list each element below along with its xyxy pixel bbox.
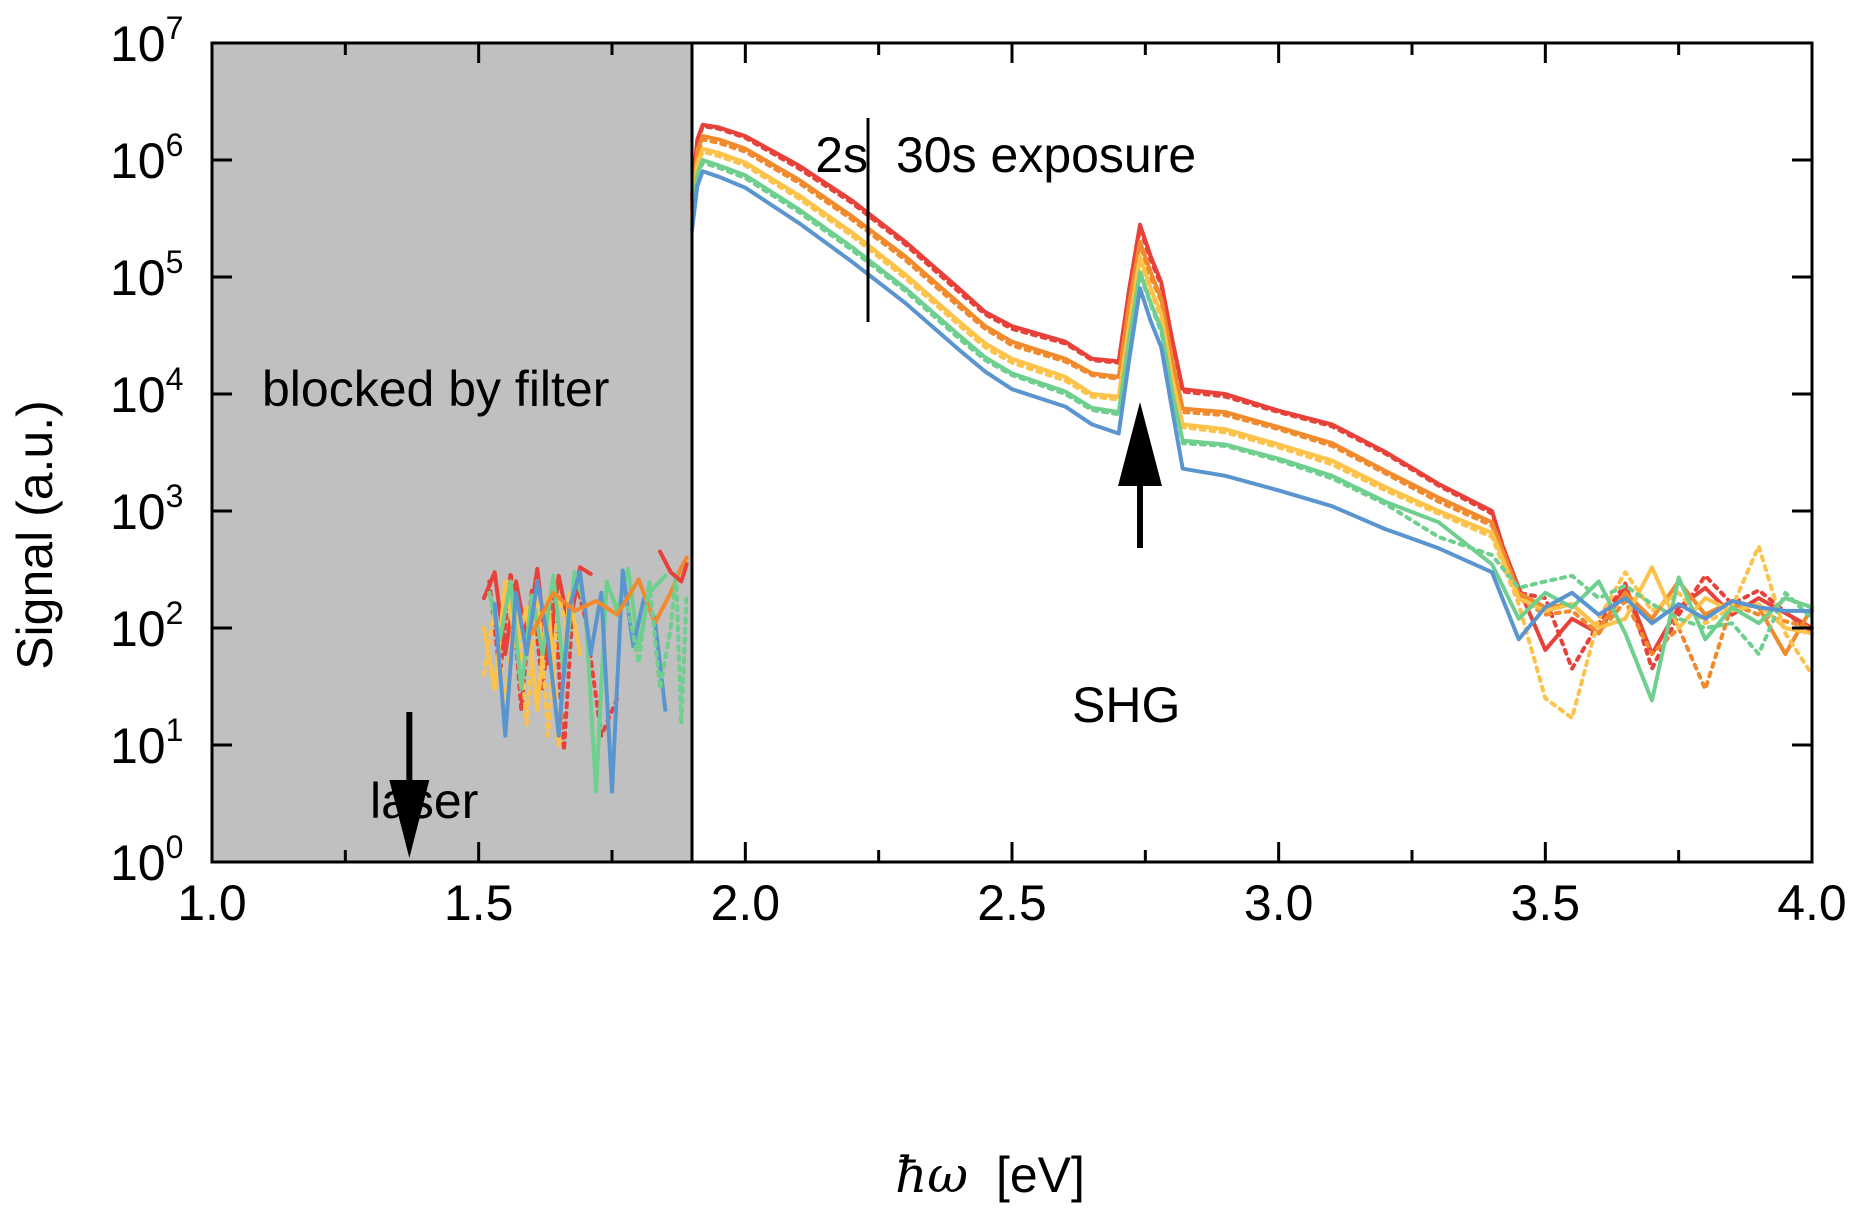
- y-tick-label: 100: [110, 829, 183, 891]
- noise-series-line-8: [658, 549, 689, 584]
- series-line-7: [690, 160, 1814, 656]
- noise-series-line-7: [626, 570, 689, 727]
- x-tick-labels: 1.0 1.5 2.0 2.5 3.0 3.5 4.0: [177, 875, 1847, 931]
- series-line-8: [690, 169, 1814, 642]
- x-tick-label: 3.5: [1511, 875, 1581, 931]
- blocked-annotation: blocked by filter: [262, 361, 609, 417]
- series-line-2: [690, 134, 1814, 656]
- x-tick-label: 3.0: [1244, 875, 1314, 931]
- exposure-long-label: 30s exposure: [896, 127, 1196, 183]
- noise-series-line-5: [492, 568, 668, 794]
- x-tick-label: 2.5: [977, 875, 1047, 931]
- series-line-0: [690, 122, 1814, 656]
- series-line-1: [690, 124, 1814, 671]
- y-tick-label: 102: [110, 595, 183, 657]
- x-tick-label: 1.0: [177, 875, 247, 931]
- x-axis-unit: [eV]: [996, 1147, 1085, 1203]
- y-tick-label: 101: [110, 712, 183, 774]
- shg-arrow-head: [1118, 402, 1162, 486]
- laser-arrow-head: [389, 780, 430, 858]
- series-layer: [482, 122, 1814, 794]
- y-tick-label: 103: [110, 478, 183, 540]
- y-tick-label: 106: [110, 127, 183, 189]
- shg-arrow: [1118, 402, 1162, 548]
- series-line-5: [690, 149, 1814, 720]
- x-axis-symbol: ħω: [895, 1146, 968, 1204]
- exposure-short-label: 2s: [815, 127, 868, 183]
- series-line-3: [690, 137, 1814, 692]
- laser-arrow: [389, 712, 430, 858]
- blocked-region: [212, 43, 692, 862]
- y-tick-label: 105: [110, 244, 183, 306]
- x-tick-label: 4.0: [1777, 875, 1847, 931]
- x-axis-title: ħω [eV]: [895, 1146, 1085, 1204]
- ticks-layer: [210, 41, 1814, 864]
- y-tick-labels: 100 101 102 103 104 105 106 107: [110, 10, 183, 891]
- y-axis-title: Signal (a.u.): [7, 400, 63, 670]
- shg-annotation: SHG: [1072, 677, 1180, 733]
- y-tick-label: 107: [110, 10, 183, 72]
- y-tick-label: 104: [110, 361, 183, 423]
- x-tick-label: 2.0: [711, 875, 781, 931]
- x-tick-label: 1.5: [444, 875, 514, 931]
